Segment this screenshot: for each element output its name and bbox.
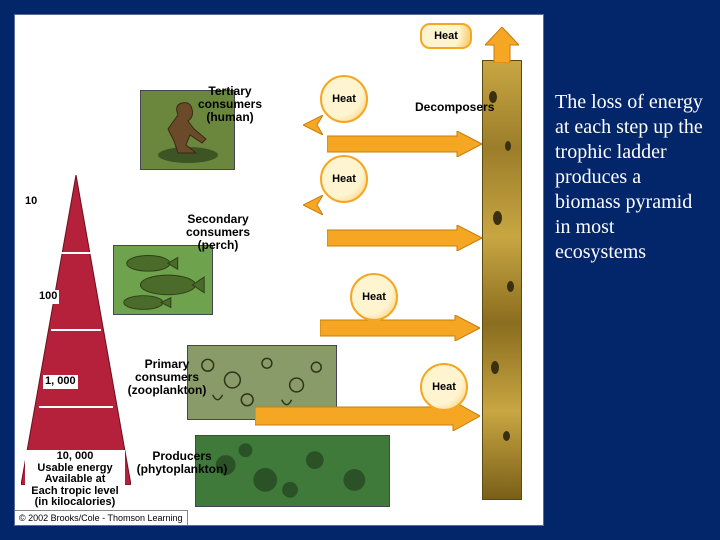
pyramid-caption-l3: Each tropic level [31, 485, 118, 497]
heat-secondary: Heat [320, 155, 368, 203]
arrow-primary [320, 315, 480, 341]
secondary-label: Secondary consumers (perch) [173, 213, 263, 253]
arrow-secondary [327, 225, 482, 251]
heat-tertiary: Heat [320, 75, 368, 123]
decomposers-label: Decomposers [415, 100, 494, 114]
decomposer-column [482, 60, 522, 500]
producers-label: Producers (phytoplankton) [127, 450, 237, 476]
pyramid-caption-l1: Usable energy [37, 462, 112, 474]
perch-image [113, 245, 213, 315]
heat-out-arrow-2 [303, 195, 323, 215]
pyramid-level-1000: 1, 000 [43, 375, 78, 389]
energy-pyramid [21, 175, 131, 485]
heat-primary: Heat [350, 273, 398, 321]
heat-producers: Heat [420, 363, 468, 411]
pyramid-level-100: 100 [37, 290, 59, 304]
arrow-tertiary [327, 131, 482, 157]
heat-top: Heat [420, 23, 472, 49]
pyramid-caption: 10, 000 Usable energy Available at Each … [25, 450, 125, 510]
heat-up-arrow [485, 27, 519, 63]
pyramid-shape [21, 175, 131, 485]
heat-out-arrow-1 [303, 115, 323, 135]
perch-icon [114, 245, 212, 315]
pyramid-caption-l4: (in kilocalories) [35, 496, 116, 508]
pyramid-level-10000: 10, 000 [57, 450, 94, 462]
pyramid-caption-l2: Available at [45, 473, 106, 485]
explanation-text: The loss of energy at each step up the t… [555, 90, 710, 265]
trophic-diagram: 10 100 1, 000 10, 000 Usable energy Avai… [14, 14, 544, 526]
pyramid-level-10: 10 [23, 195, 39, 209]
copyright-text: © 2002 Brooks/Cole - Thomson Learning [15, 510, 188, 525]
primary-label: Primary consumers (zooplankton) [117, 358, 217, 398]
tertiary-label: Tertiary consumers (human) [185, 85, 275, 125]
